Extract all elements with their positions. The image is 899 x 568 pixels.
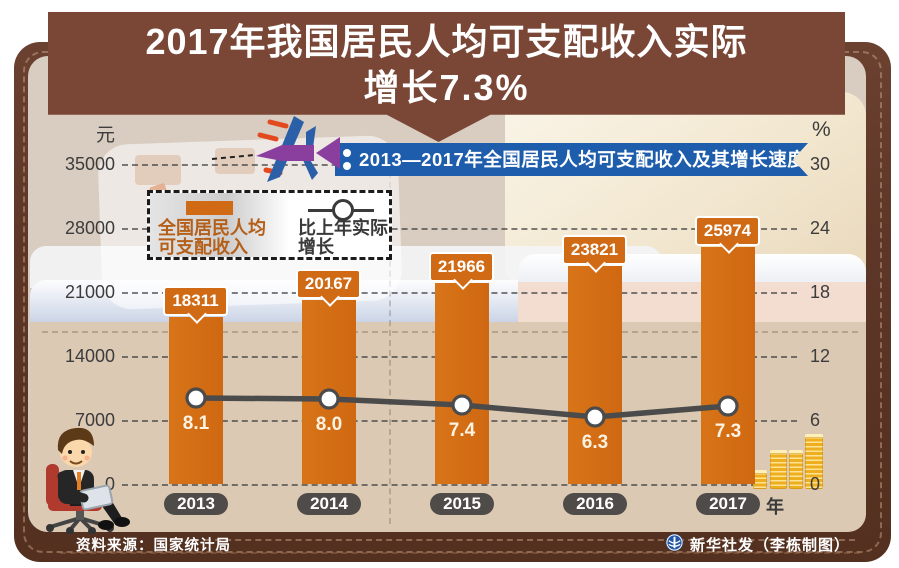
airplane-icon — [211, 116, 340, 182]
growth-label: 8.1 — [182, 413, 210, 434]
line-legend-marker — [332, 199, 354, 221]
gridline — [122, 484, 797, 486]
left-axis-tick: 0 — [104, 474, 115, 494]
pocket-seam-vertical — [389, 152, 391, 524]
bar-2015 — [435, 283, 489, 484]
bottom-stitch-line — [205, 539, 855, 541]
growth-label: 7.3 — [714, 421, 742, 442]
bar-2013 — [169, 317, 223, 484]
year-pill: 2013 — [164, 493, 228, 515]
bar-2016 — [568, 266, 622, 484]
coin-stack — [789, 450, 803, 489]
x-axis-unit: 年 — [766, 497, 784, 517]
legend-box: 全国居民人均 可支配收入 比上年实际 增长 — [147, 190, 392, 260]
bar-value-bubble: 21966 — [429, 252, 494, 282]
left-axis-tick: 14000 — [64, 346, 115, 366]
line-legend-label: 比上年实际 增长 — [298, 218, 388, 257]
right-axis-tick: 24 — [810, 218, 831, 238]
growth-label: 8.0 — [315, 414, 343, 435]
map-rect — [135, 155, 181, 185]
right-axis-tick: 18 — [810, 282, 831, 302]
bar-value-bubble: 18311 — [163, 286, 228, 316]
cartoon-man-with-tablet — [46, 427, 130, 534]
left-axis-unit: 元 — [95, 125, 115, 146]
right-axis-tick: 6 — [810, 410, 821, 430]
growth-label: 6.3 — [581, 432, 609, 453]
left-axis-tick: 21000 — [64, 282, 115, 302]
bar-value-bubble: 20167 — [296, 269, 361, 299]
title-line-2: 增长7.3% — [363, 67, 530, 108]
left-axis-tick: 7000 — [74, 410, 115, 430]
right-axis-tick: 30 — [810, 154, 831, 174]
map-rect — [215, 148, 255, 174]
year-pill: 2017 — [696, 493, 760, 515]
bar-2017 — [701, 247, 755, 484]
coin-stack — [753, 470, 767, 489]
ribbon-dot — [343, 149, 351, 157]
data-source-text: 资料来源：国家统计局 — [76, 538, 231, 554]
credit-text: 新华社发（李栋制图） — [690, 537, 851, 554]
gridline — [122, 228, 797, 230]
right-axis-unit: % — [812, 118, 831, 141]
ribbon-dot — [343, 162, 351, 170]
left-axis-tick: 28000 — [64, 218, 115, 238]
growth-label: 7.4 — [448, 420, 476, 441]
right-axis-tick: 0 — [810, 474, 821, 494]
year-pill: 2014 — [297, 493, 361, 515]
bar-value-bubble: 23821 — [562, 235, 627, 265]
bar-legend-label: 全国居民人均 可支配收入 — [158, 218, 266, 257]
left-axis-tick: 35000 — [64, 154, 115, 174]
coin-stack — [770, 450, 787, 489]
year-pill: 2015 — [430, 493, 494, 515]
title-line-1: 2017年我国居民人均可支配收入实际 — [145, 21, 748, 62]
bottom-stitch-line — [60, 552, 860, 554]
bar-value-bubble: 25974 — [695, 216, 760, 246]
right-axis-tick: 12 — [810, 346, 831, 366]
bar-2014 — [302, 300, 356, 484]
coin-stack — [805, 434, 823, 489]
year-pill: 2016 — [563, 493, 627, 515]
xinhua-logo — [665, 533, 684, 552]
bar-legend-swatch — [186, 201, 233, 215]
chart-subtitle-ribbon: 2013—2017年全国居民人均可支配收入及其增长速度 — [335, 143, 808, 176]
